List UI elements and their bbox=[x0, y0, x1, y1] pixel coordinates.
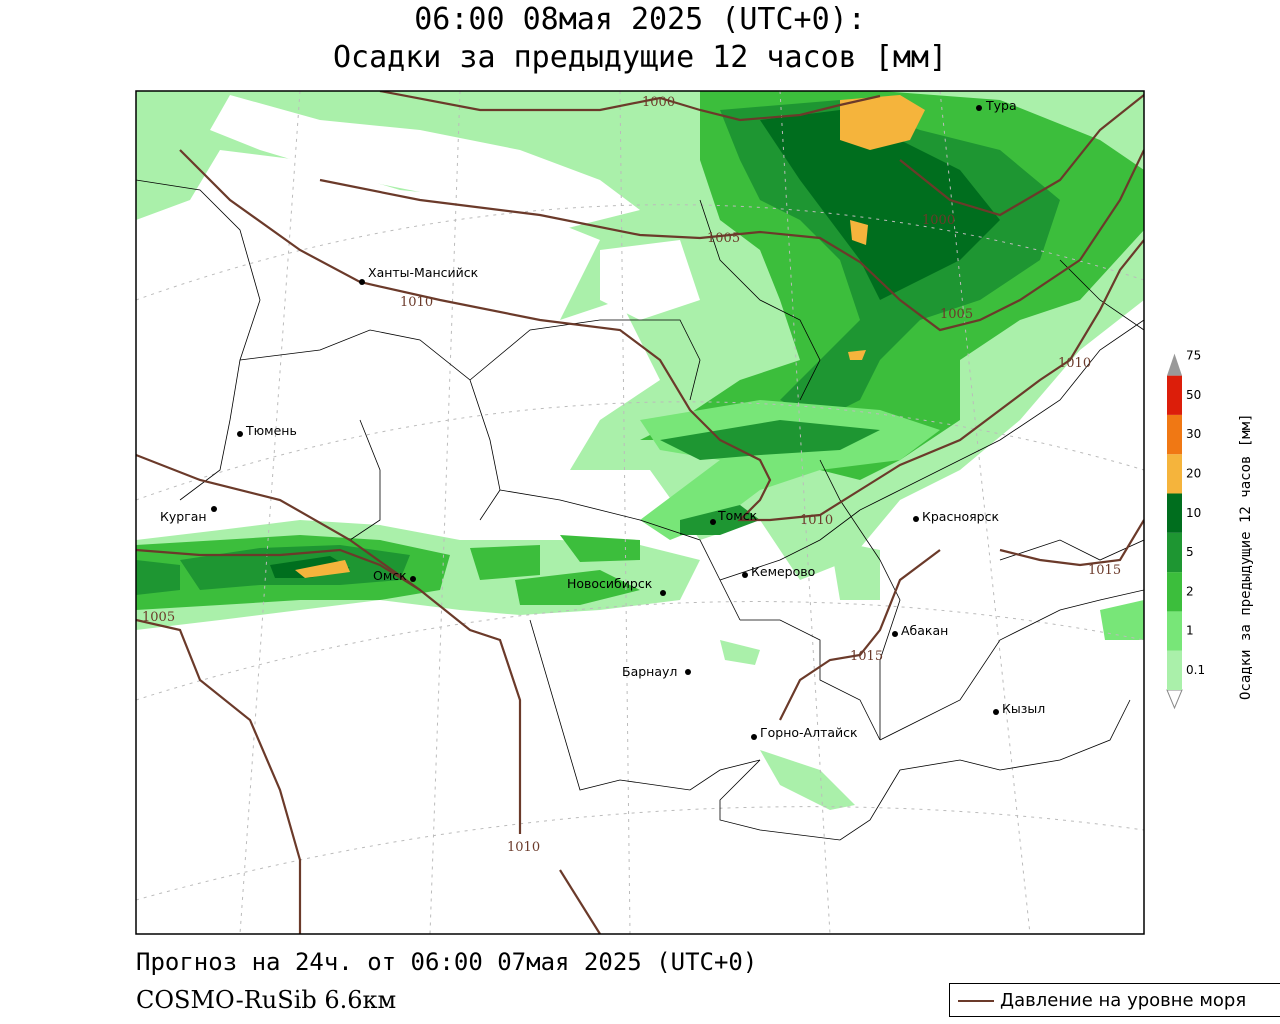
precip-orange-4 bbox=[848, 350, 866, 360]
colorbar-bin bbox=[1167, 532, 1182, 573]
isobar-1010-north bbox=[179, 149, 1144, 522]
city-label: Кызыл bbox=[1002, 701, 1045, 716]
precip-orange-omsk bbox=[295, 560, 350, 578]
cities: Тура Ханты-Мансийск Тюмень Курган Томск … bbox=[160, 98, 1045, 740]
colorbar-tick-label: 30 bbox=[1186, 427, 1201, 441]
city-label: Горно-Алтайск bbox=[760, 725, 858, 740]
city-marker bbox=[685, 669, 691, 675]
city-marker bbox=[211, 506, 217, 512]
city-label: Томск bbox=[717, 508, 758, 523]
precipitation-field bbox=[136, 91, 1144, 810]
isobar-label: 1000 bbox=[642, 95, 675, 110]
isobar-1010-mid bbox=[136, 453, 522, 834]
city-marker bbox=[359, 279, 365, 285]
isobar-1010-west bbox=[136, 618, 302, 934]
city-label: Красноярск bbox=[922, 509, 999, 524]
colorbar-tick-label: 5 bbox=[1186, 545, 1194, 559]
city-label: Новосибирск bbox=[567, 576, 653, 591]
colorbar-bin bbox=[1167, 650, 1182, 690]
isobar-1005-north bbox=[319, 149, 1144, 332]
colorbar-low-triangle bbox=[1166, 689, 1183, 710]
city-label: Абакан bbox=[901, 623, 948, 638]
city-marker bbox=[237, 431, 243, 437]
pressure-legend: Давление на уровне моря bbox=[949, 983, 1280, 1017]
precip-orange-1 bbox=[840, 95, 925, 150]
city-marker bbox=[710, 519, 716, 525]
colorbar-tick-label: 10 bbox=[1186, 506, 1201, 520]
isobar-1015-east bbox=[999, 519, 1144, 567]
city-marker bbox=[993, 709, 999, 715]
isobar-1015-south bbox=[779, 549, 941, 721]
colorbar-bin bbox=[1167, 414, 1182, 455]
colorbar-bin bbox=[1167, 454, 1182, 494]
colorbar-tick-label: 2 bbox=[1186, 584, 1194, 598]
city-marker bbox=[751, 734, 757, 740]
colorbar-high-triangle bbox=[1167, 353, 1182, 376]
isobar-1000-east bbox=[899, 94, 1144, 217]
isobar-label: 1005 bbox=[940, 307, 973, 322]
region-borders bbox=[136, 179, 1144, 841]
city-marker bbox=[892, 631, 898, 637]
colorbar: 0.1 1 2 5 10 20 30 50 75 Осадки за предыдущие 12… bbox=[1166, 349, 1254, 710]
map-subtitle: Осадки за предыдущие 12 часов [мм] bbox=[332, 40, 948, 75]
isobar-label: 1010 bbox=[800, 513, 833, 528]
city-label: Ханты-Мансийск bbox=[368, 265, 479, 280]
map-frame bbox=[135, 90, 1145, 935]
isobar-1010-bottom bbox=[559, 869, 601, 934]
city-label: Омск bbox=[373, 568, 407, 583]
isobar-label: 1015 bbox=[850, 649, 883, 664]
city-label: Курган bbox=[160, 509, 207, 524]
colorbar-bin bbox=[1167, 493, 1182, 533]
city-marker bbox=[410, 576, 416, 582]
colorbar-tick-label: 1 bbox=[1186, 624, 1194, 638]
colorbar-bin bbox=[1167, 375, 1182, 415]
colorbar-tick-label: 50 bbox=[1186, 388, 1201, 402]
isobar-label: 1010 bbox=[400, 295, 433, 310]
city-label: Тюмень bbox=[245, 423, 297, 438]
city-label: Кемерово bbox=[751, 564, 815, 579]
colorbar-tick-label: 75 bbox=[1186, 349, 1201, 363]
map-title: 06:00 08мая 2025 (UTC+0): bbox=[414, 2, 866, 37]
precip-orange-2 bbox=[850, 220, 868, 245]
isobars bbox=[136, 91, 1144, 934]
city-marker bbox=[913, 516, 919, 522]
city-label: Барнаул bbox=[622, 664, 677, 679]
city-marker bbox=[660, 590, 666, 596]
colorbar-bin bbox=[1167, 611, 1182, 651]
pressure-line-swatch bbox=[958, 1000, 994, 1002]
isobar-1005-south bbox=[136, 548, 421, 591]
isobar-label: 1010 bbox=[1058, 356, 1091, 371]
isobar-1000-north bbox=[379, 91, 881, 122]
isobar-labels: 1000 1000 1005 1005 1010 1010 1010 1015 … bbox=[142, 95, 1121, 855]
city-label: Тура bbox=[985, 98, 1017, 113]
city-marker bbox=[742, 572, 748, 578]
colorbar-bin bbox=[1167, 572, 1182, 612]
isobar-label: 1000 bbox=[922, 213, 955, 228]
forecast-info: Прогноз на 24ч. от 06:00 07мая 2025 (UTC… bbox=[136, 948, 758, 976]
isobar-label: 1005 bbox=[707, 231, 740, 246]
colorbar-tick-label: 0.1 bbox=[1186, 663, 1205, 677]
graticule bbox=[136, 91, 1144, 934]
isobar-label: 1010 bbox=[507, 840, 540, 855]
isobar-label: 1015 bbox=[1088, 563, 1121, 578]
model-name: COSMO-RuSib 6.6км bbox=[136, 986, 397, 1014]
map-area: 1000 1000 1005 1005 1010 1010 1010 1015 … bbox=[136, 91, 1144, 934]
colorbar-tick-label: 20 bbox=[1186, 467, 1201, 481]
pressure-legend-label: Давление на уровне моря bbox=[1000, 990, 1247, 1011]
city-marker bbox=[976, 105, 982, 111]
isobar-label: 1005 bbox=[142, 610, 175, 625]
colorbar-title: Осадки за предыдущие 12 часов [мм] bbox=[1238, 413, 1254, 700]
